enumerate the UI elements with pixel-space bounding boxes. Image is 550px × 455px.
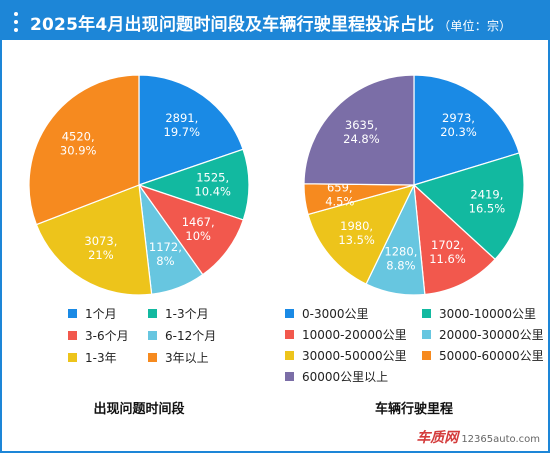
- legend-label: 60000公里以上: [302, 370, 388, 384]
- slice-percent-label: 8.8%: [386, 259, 415, 273]
- watermark: 车质网 12365auto.com: [416, 427, 540, 447]
- watermark-site: 12365auto.com: [461, 434, 540, 445]
- slice-percent-label: 21%: [88, 248, 114, 262]
- slice-value-label: 1172,: [149, 240, 182, 254]
- slice-percent-label: 10%: [185, 229, 211, 243]
- legend-label: 6-12个月: [165, 329, 216, 343]
- legend-swatch: [285, 351, 294, 360]
- pie-slice: [307, 184, 416, 285]
- page-title: 2025年4月出现问题时间段及车辆行驶里程投诉占比 （单位：宗）: [30, 10, 511, 35]
- slice-value-label: 2419,: [470, 188, 503, 202]
- pie-slice: [413, 74, 520, 186]
- slice-value-label: 2973,: [442, 111, 475, 125]
- legend-label: 50000-60000公里: [439, 349, 544, 363]
- slice-percent-label: 10.4%: [194, 185, 231, 199]
- title-text: 2025年4月出现问题时间段及车辆行驶里程投诉占比: [30, 15, 435, 35]
- legend-label: 3年以上: [165, 351, 209, 365]
- legend-swatch: [68, 331, 77, 340]
- legend-label: 3000-10000公里: [439, 307, 536, 321]
- slice-percent-label: 24.8%: [343, 132, 380, 146]
- legend-swatch: [68, 309, 77, 318]
- pie-slice: [413, 183, 496, 296]
- slice-value-label: 1702,: [431, 238, 464, 252]
- slice-value-label: 1467,: [182, 215, 215, 229]
- slice-value-label: 1280,: [384, 245, 417, 259]
- pie-chart-1: 2891,19.7% 1525,10.4% 1467,10%1172,8% 3073,…: [28, 74, 250, 296]
- pie-slice: [138, 74, 244, 186]
- header-bar: 2025年4月出现问题时间段及车辆行驶里程投诉占比 （单位：宗）: [2, 2, 548, 40]
- pie-chart-2: 2973,20.3% 2419,16.5% 1702,11.6% 1280,8.8% 1…: [303, 74, 525, 296]
- legend-1: 1个月 1-3个月 3-6个月 6-12个月 1-3年 3年以上: [68, 307, 216, 365]
- legend-swatch: [68, 353, 77, 362]
- legend-label: 10000-20000公里: [302, 328, 407, 342]
- legend-label: 20000-30000公里: [439, 328, 544, 342]
- pie-slice: [412, 152, 525, 261]
- legend-swatch: [422, 351, 431, 360]
- legend-swatch: [422, 330, 431, 339]
- slice-percent-label: 30.9%: [60, 143, 97, 157]
- slice-percent-label: 13.5%: [338, 233, 375, 247]
- legend-swatch: [422, 309, 431, 318]
- pie-slice: [28, 74, 140, 226]
- legend-swatch: [148, 309, 157, 318]
- pie-slice: [35, 184, 153, 296]
- legend-swatch: [148, 331, 157, 340]
- legend-swatch: [148, 353, 157, 362]
- slice-value-label: 2891,: [165, 111, 198, 125]
- slice-percent-label: 11.6%: [429, 252, 466, 266]
- slice-percent-label: 4.5%: [325, 195, 354, 209]
- legend-swatch: [285, 309, 294, 318]
- legend-label: 0-3000公里: [302, 307, 369, 321]
- slice-value-label: 3073,: [84, 234, 117, 248]
- unit-text: （单位：宗）: [438, 19, 512, 33]
- watermark-brand: 车质网: [416, 430, 459, 446]
- legend-label: 30000-50000公里: [302, 349, 407, 363]
- legend-label: 1-3年: [85, 351, 117, 365]
- slice-value-label: 3635,: [345, 118, 378, 132]
- slice-value-label: 1525,: [196, 171, 229, 185]
- slice-value-label: 4520,: [62, 129, 95, 143]
- slice-percent-label: 19.7%: [164, 125, 201, 139]
- legend-swatch: [285, 372, 294, 381]
- chart-caption: 车辆行驶里程: [375, 401, 453, 417]
- slice-value-label: 1980,: [340, 219, 373, 233]
- slice-percent-label: 20.3%: [440, 125, 477, 139]
- legend-swatch: [285, 330, 294, 339]
- pie-slice: [137, 148, 250, 221]
- chart-caption: 出现问题时间段: [93, 401, 184, 417]
- header-dots-icon: [14, 12, 20, 32]
- legend-2: 0-3000公里 3000-10000公里 10000-20000公里 20000-3…: [285, 307, 544, 384]
- pie-slice: [303, 74, 415, 186]
- slice-percent-label: 8%: [156, 254, 174, 268]
- slice-percent-label: 16.5%: [469, 202, 506, 216]
- legend-label: 1-3个月: [165, 307, 209, 321]
- legend-label: 1个月: [85, 307, 117, 321]
- legend-label: 3-6个月: [85, 329, 129, 343]
